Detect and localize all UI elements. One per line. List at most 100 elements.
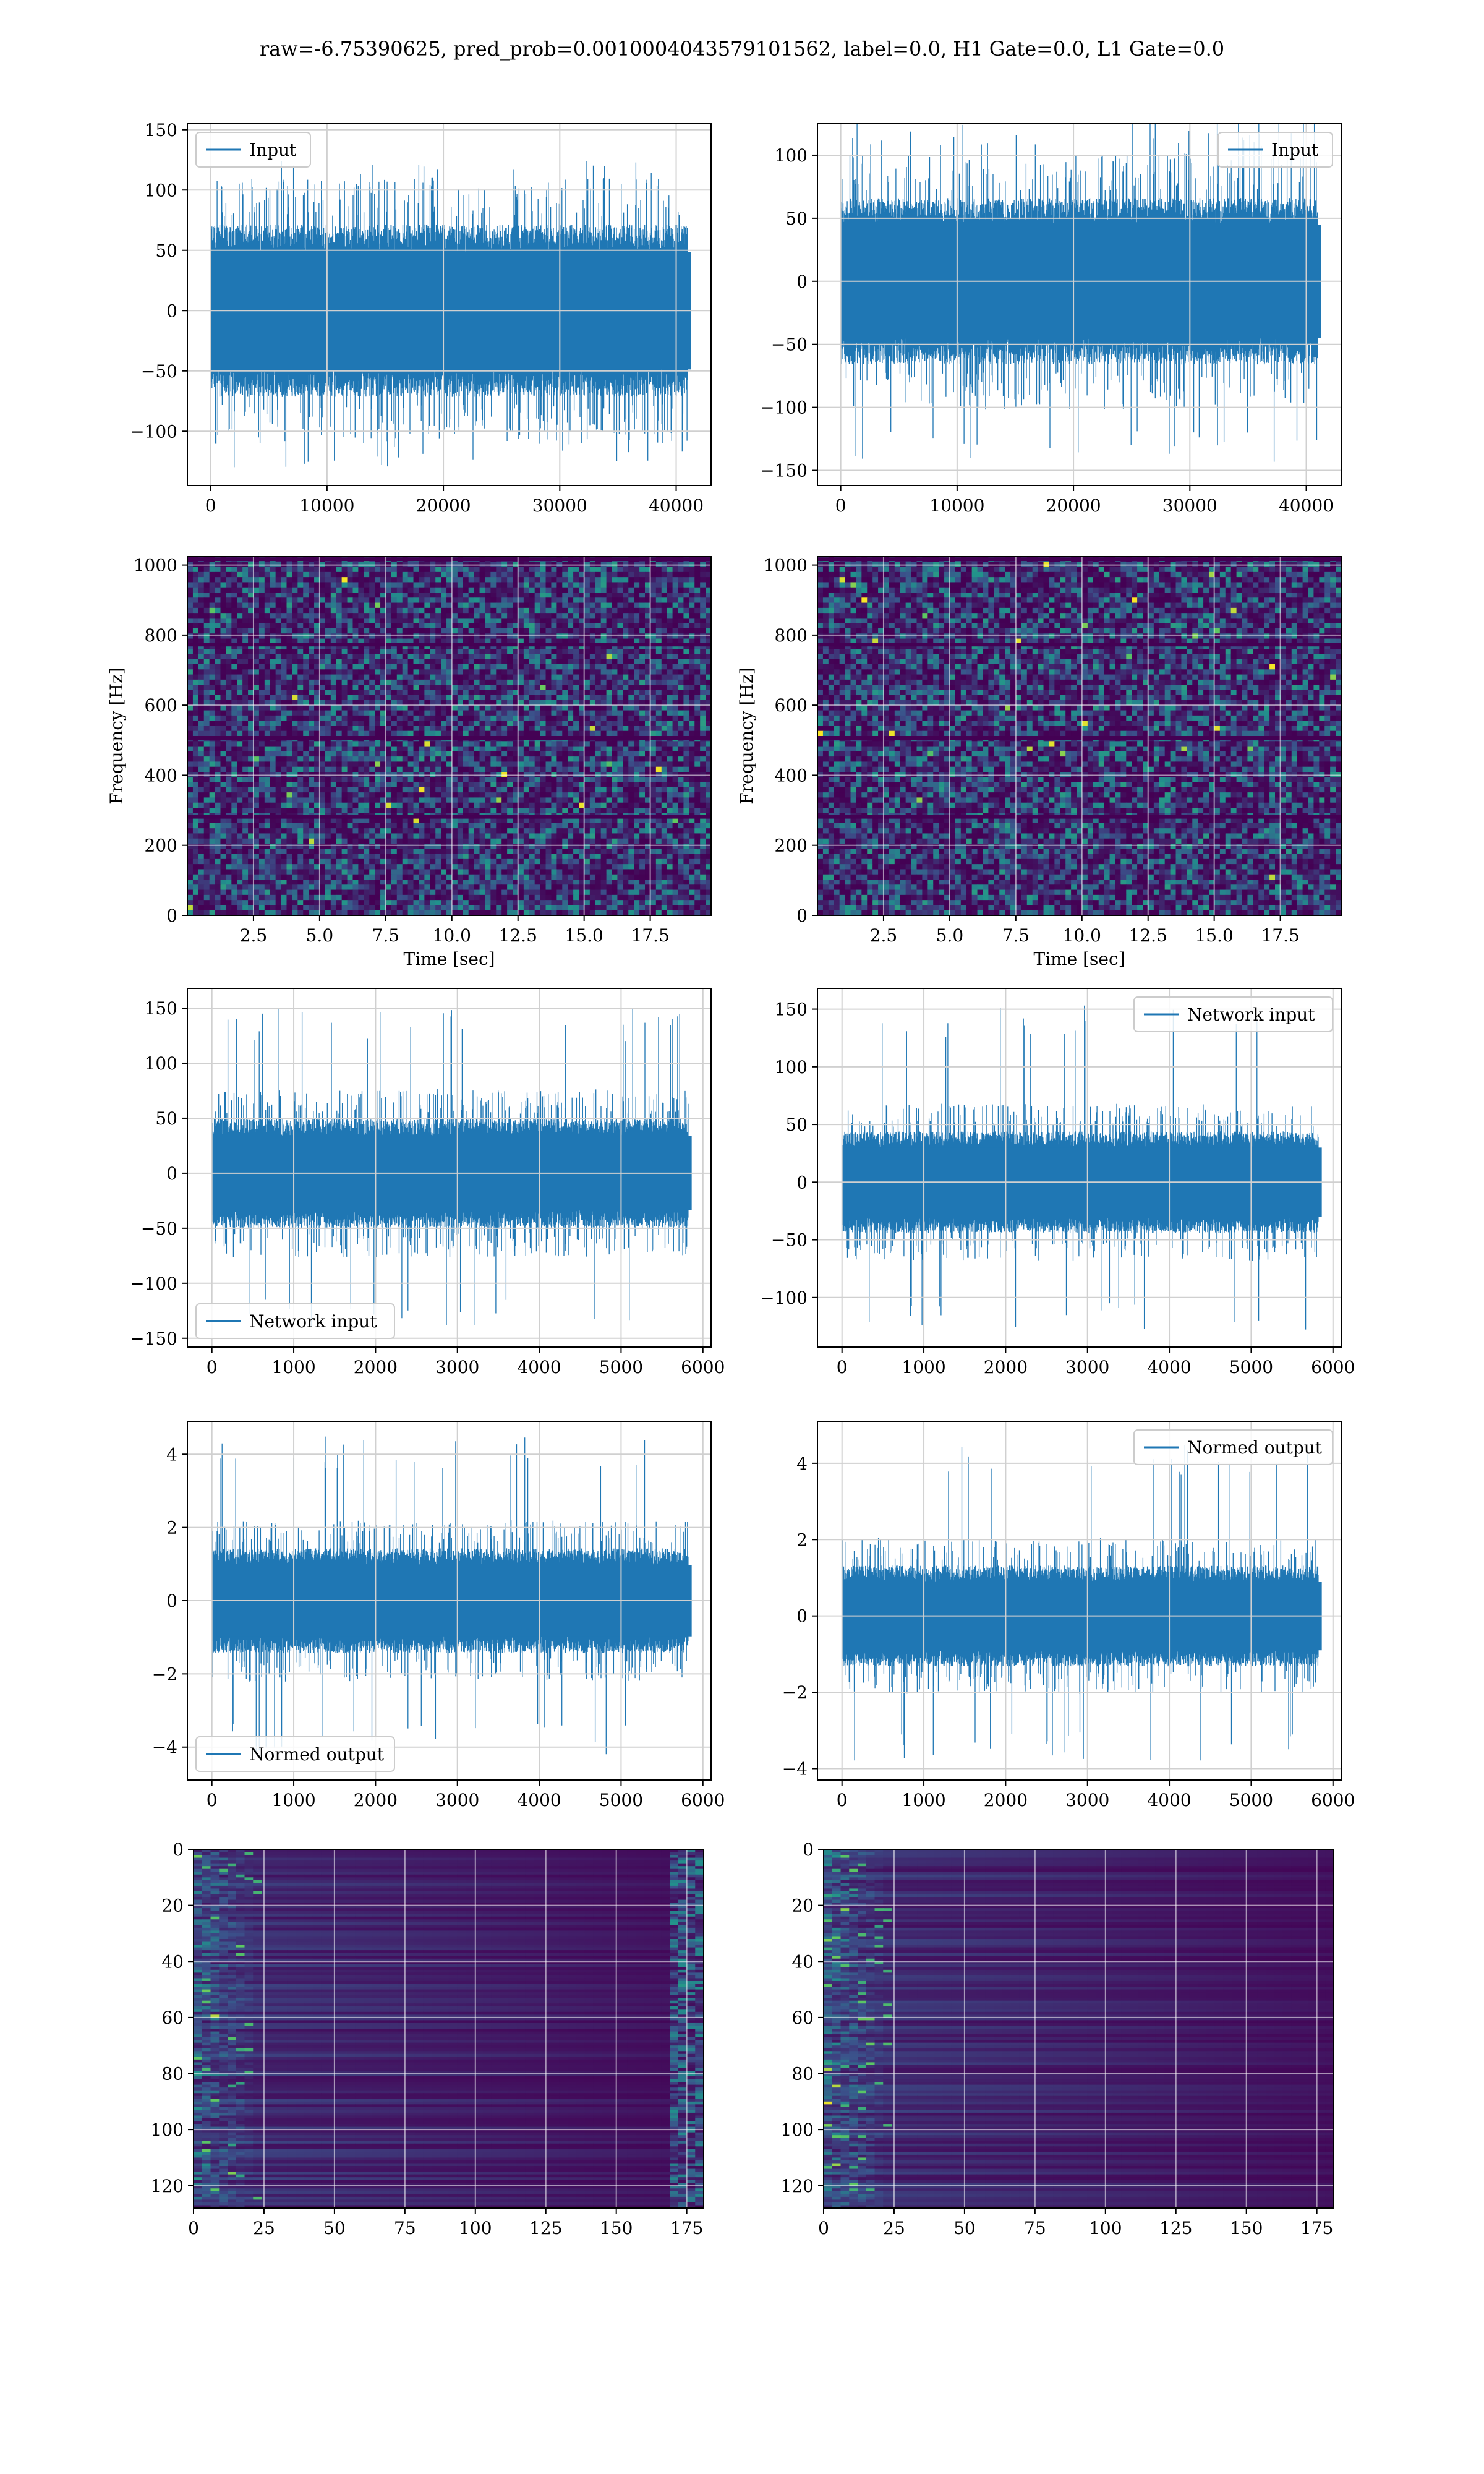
spectrogram-h1-ytick-label: 200	[145, 836, 177, 856]
feature-map-h1-xtick-label: 150	[600, 2218, 633, 2238]
input-h1-legend: Input	[195, 132, 311, 168]
network-input-l1-xtick-label: 3000	[1065, 1357, 1109, 1377]
spectrogram-l1-xtick-label: 12.5	[1129, 925, 1167, 946]
input-h1-grid	[187, 124, 711, 486]
normed-output-l1-legend-label: Normed output	[1187, 1437, 1323, 1458]
normed-output-h1-xtick-label: 1000	[271, 1790, 315, 1810]
normed-output-h1-xtick-label: 4000	[517, 1790, 561, 1810]
normed-output-l1-plot-area	[817, 1421, 1341, 1780]
network-input-l1-legend-label: Network input	[1187, 1004, 1315, 1025]
spectrogram-h1-xtick-label: 15.0	[565, 925, 603, 946]
input-l1-ytick-label: −50	[771, 335, 808, 355]
spectrogram-l1-ytick-label: 0	[796, 905, 808, 926]
feature-map-h1-ytick-label: 100	[151, 2120, 184, 2140]
normed-output-l1-ytick-label: 4	[796, 1453, 808, 1474]
network-input-l1-ytick-label: 50	[785, 1115, 808, 1135]
input-l1-ytick-label: 100	[775, 145, 808, 166]
input-l1-plot-area	[817, 124, 1341, 486]
input-h1-xtick-label: 10000	[299, 495, 354, 516]
feature-map-h1-xtick-label: 0	[188, 2218, 199, 2238]
network-input-l1-legend: Network input	[1133, 996, 1333, 1032]
network-input-h1-ytick-label: 0	[166, 1163, 177, 1184]
normed-output-l1-xtick-label: 3000	[1065, 1790, 1109, 1810]
network-input-h1-xtick-label: 1000	[271, 1357, 315, 1377]
normed-output-h1-ytick-label: 4	[166, 1444, 177, 1465]
normed-output-l1-legend: Normed output	[1133, 1429, 1333, 1465]
feature-map-l1-ytick-label: 120	[781, 2176, 814, 2196]
normed-output-l1-ytick-label: 0	[796, 1606, 808, 1627]
network-input-h1-legend: Network input	[195, 1303, 395, 1339]
spectrogram-l1-ytick-label: 400	[775, 765, 808, 785]
network-input-l1-xtick-label: 5000	[1229, 1357, 1273, 1377]
spectrogram-l1-xtick-label: 17.5	[1261, 925, 1299, 946]
normed-output-h1-legend: Normed output	[195, 1736, 395, 1772]
normed-output-l1-ytick-label: 2	[796, 1530, 808, 1550]
feature-map-h1-ytick-label: 40	[161, 1951, 184, 1972]
spectrogram-l1-xtick-label: 7.5	[1002, 925, 1030, 946]
network-input-h1-ytick-label: 100	[145, 1053, 177, 1074]
input-h1-xtick-label: 20000	[416, 495, 471, 516]
spectrogram-l1-ytick-label: 800	[775, 625, 808, 646]
input-h1-legend-label: Input	[249, 140, 297, 160]
input-h1-ytick-label: 50	[155, 241, 177, 261]
input-l1-xtick-label: 0	[835, 495, 846, 516]
spectrogram-h1-ytick-label: 1000	[134, 555, 177, 576]
normed-output-h1-ytick-label: −2	[152, 1664, 177, 1684]
input-l1-legend-label: Input	[1271, 140, 1319, 160]
feature-map-h1-plot-area	[194, 1849, 704, 2208]
spectrogram-l1-xtick-label: 10.0	[1063, 925, 1101, 946]
spectrogram-l1-ytick-label: 200	[775, 836, 808, 856]
network-input-l1-ytick-label: 100	[775, 1057, 808, 1077]
feature-map-h1-xtick-label: 100	[459, 2218, 492, 2238]
network-input-h1-legend-label: Network input	[249, 1311, 377, 1332]
spectrogram-l1-xtick-label: 15.0	[1195, 925, 1233, 946]
normed-output-l1-frame	[817, 1421, 1342, 1781]
spectrogram-h1-plot-area	[187, 557, 711, 915]
input-l1-grid	[817, 124, 1341, 486]
input-h1-xtick-label: 30000	[532, 495, 587, 516]
network-input-h1-xtick-label: 3000	[435, 1357, 479, 1377]
input-h1-ytick-label: 0	[166, 301, 177, 321]
normed-output-l1-xtick-label: 4000	[1147, 1790, 1191, 1810]
network-input-h1-ytick-label: 150	[145, 998, 177, 1019]
feature-map-l1-plot-area	[824, 1849, 1334, 2208]
normed-output-l1-xtick-label: 5000	[1229, 1790, 1273, 1810]
network-input-h1-ytick-label: −150	[130, 1329, 177, 1349]
feature-map-l1-grid	[824, 1849, 1334, 2208]
feature-map-l1-xtick-label: 150	[1230, 2218, 1263, 2238]
input-h1-ytick-label: −50	[141, 361, 177, 382]
network-input-l1-ytick-label: −100	[760, 1288, 808, 1308]
spectrogram-l1-panel: 2.5 5.0 7.5 10.0 12.5 15.0 17.5 0 200 400 600 800 10…	[736, 555, 1342, 969]
input-h1-panel: 0 10000 20000 30000 40000 −100 −50 0 50 100 150 Inp…	[130, 120, 712, 516]
normed-output-h1-xtick-label: 3000	[435, 1790, 479, 1810]
network-input-h1-ytick-label: −50	[141, 1218, 177, 1239]
input-h1-xtick-label: 0	[205, 495, 216, 516]
spectrogram-h1-xtick-label: 12.5	[499, 925, 537, 946]
feature-map-h1-xtick-label: 25	[253, 2218, 275, 2238]
feature-map-l1-ytick-label: 60	[791, 2008, 814, 2028]
normed-output-h1-ytick-label: −4	[152, 1737, 177, 1758]
spectrogram-h1-panel: 2.5 5.0 7.5 10.0 12.5 15.0 17.5 0 200 400 600 800 10…	[106, 555, 712, 969]
feature-map-l1-ytick-label: 20	[791, 1896, 814, 1916]
spectrogram-h1-xtick-label: 10.0	[433, 925, 471, 946]
network-input-l1-xtick-label: 6000	[1311, 1357, 1355, 1377]
network-input-l1-xtick-label: 2000	[984, 1357, 1028, 1377]
feature-map-l1-xtick-label: 50	[953, 2218, 976, 2238]
feature-map-l1-ytick-label: 40	[791, 1951, 814, 1972]
spectrogram-h1-xtick-label: 2.5	[240, 925, 268, 946]
input-l1-xtick-label: 40000	[1279, 495, 1334, 516]
normed-output-l1-ytick-label: −4	[782, 1758, 808, 1779]
spectrogram-l1-grid	[817, 557, 1341, 915]
spectrogram-l1-plot-area	[817, 557, 1341, 915]
feature-map-h1-ytick-label: 120	[151, 2176, 184, 2196]
spectrogram-l1-xtick-label: 2.5	[870, 925, 898, 946]
normed-output-h1-xtick-label: 6000	[681, 1790, 725, 1810]
network-input-h1-panel: 0 1000 2000 3000 4000 5000 6000 −150 −100 −50 0 50 1…	[130, 988, 725, 1377]
spectrogram-h1-xlabel: Time [sec]	[403, 949, 495, 969]
feature-map-l1-ytick-label: 0	[803, 1839, 814, 1860]
network-input-h1-ytick-label: 50	[155, 1108, 177, 1129]
spectrogram-h1-xtick-label: 7.5	[372, 925, 400, 946]
feature-map-l1-xtick-label: 25	[883, 2218, 905, 2238]
network-input-h1-xtick-label: 2000	[354, 1357, 398, 1377]
